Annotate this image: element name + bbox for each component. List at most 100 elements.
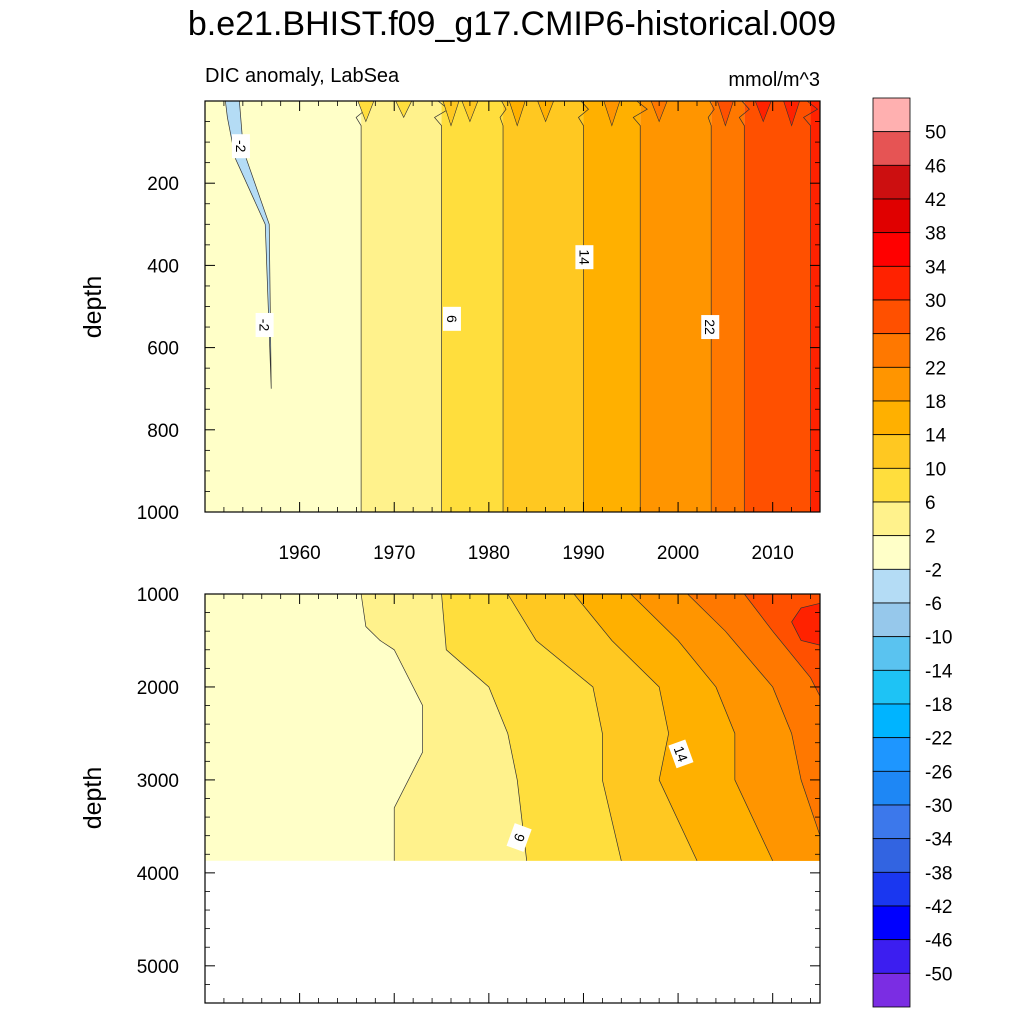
upper-band-14to18 bbox=[583, 101, 641, 512]
colorbar-swatch bbox=[872, 804, 911, 840]
colorbar-tick-label: -30 bbox=[925, 796, 952, 817]
upper-contour-label: 22 bbox=[701, 315, 720, 340]
upper-axis-ticks: 1960 1970 1980 1990 2000 2010 200 400 600 800 1000 bbox=[137, 101, 820, 564]
colorbar-swatch bbox=[872, 467, 911, 503]
subtitle-units: mmol/m^3 bbox=[728, 69, 820, 91]
upper-band-26to30 bbox=[744, 101, 811, 512]
upper-contour-lines bbox=[224, 100, 819, 512]
colorbar-swatch bbox=[872, 770, 911, 806]
colorbar-tick-label: 22 bbox=[925, 358, 946, 379]
lower-y-tick-label: 2000 bbox=[137, 678, 179, 699]
lower-contour-line bbox=[507, 593, 622, 861]
lower-y-tick-label: 1000 bbox=[137, 585, 179, 606]
upper-x-tick-label: 2000 bbox=[657, 543, 699, 564]
colorbar-swatch bbox=[872, 501, 911, 537]
colorbar-swatch bbox=[872, 232, 911, 267]
colorbar-tick-label: -26 bbox=[925, 762, 952, 783]
colorbar-tick-label: -14 bbox=[925, 661, 953, 682]
colorbar-swatch bbox=[872, 265, 911, 301]
lower-contour-line bbox=[360, 593, 423, 861]
upper-contour-label: -2 bbox=[255, 312, 274, 337]
upper-x-tick-label: 1980 bbox=[468, 543, 510, 564]
lower-contour-label: 6 bbox=[506, 823, 532, 852]
upper-y-tick-label: 800 bbox=[147, 421, 179, 442]
colorbar-swatch bbox=[872, 97, 911, 133]
lower-band-26-30 bbox=[744, 594, 820, 861]
upper-contour-label: 6 bbox=[442, 306, 461, 331]
colorbar-swatch bbox=[872, 939, 911, 974]
colorbar-tick-label: 2 bbox=[925, 527, 936, 548]
colorbar-swatch bbox=[872, 400, 911, 436]
colorbar-swatch bbox=[872, 164, 911, 200]
upper-contour-line bbox=[632, 100, 648, 512]
colorbar: 50 46 42 38 34 30 26 22 18 14 10 6 2 -2 -6 -10 -14 -18 -22… bbox=[872, 97, 953, 1008]
colorbar-swatch bbox=[872, 366, 911, 402]
lower-axis-ticks: 1000 2000 3000 4000 5000 bbox=[137, 585, 820, 1003]
colorbar-swatch bbox=[872, 871, 911, 907]
colorbar-swatch bbox=[872, 636, 911, 671]
colorbar-tick-label: -34 bbox=[925, 830, 953, 851]
lower-contour-line bbox=[687, 593, 821, 836]
upper-contour-label-text: 22 bbox=[702, 319, 718, 335]
colorbar-tick-label: -22 bbox=[925, 729, 952, 750]
upper-y-tick-label: 1000 bbox=[137, 503, 179, 524]
subtitle-variable-region: DIC anomaly, LabSea bbox=[205, 65, 400, 87]
colorbar-tick-label: 18 bbox=[925, 392, 946, 413]
upper-contour-labels: -2 -2 6 14 22 bbox=[231, 134, 720, 340]
upper-band-6to10 bbox=[441, 101, 504, 512]
colorbar-tick-label: -50 bbox=[925, 964, 952, 985]
upper-contour-label: -2 bbox=[231, 134, 250, 159]
lower-y-axis-label: depth bbox=[79, 767, 107, 830]
colorbar-tick-label: -38 bbox=[925, 863, 952, 884]
upper-contour-label-text: -2 bbox=[233, 140, 249, 153]
upper-contour-label-text: 6 bbox=[444, 315, 460, 323]
upper-y-tick-label: 600 bbox=[147, 339, 179, 360]
lower-contour-labels: 6 14 bbox=[506, 739, 694, 852]
colorbar-tick-label: -18 bbox=[925, 695, 952, 716]
upper-band-18to22 bbox=[640, 101, 712, 512]
colorbar-swatch bbox=[872, 434, 911, 469]
colorbar-swatch bbox=[872, 131, 911, 166]
upper-contour-line bbox=[738, 100, 750, 512]
lower-contour-fills bbox=[205, 594, 820, 861]
colorbar-tick-label: 46 bbox=[925, 156, 946, 177]
upper-y-tick-label: 200 bbox=[147, 174, 179, 195]
colorbar-tick-label: 14 bbox=[925, 426, 947, 447]
colorbar-swatch bbox=[872, 703, 911, 739]
colorbar-swatch bbox=[872, 838, 911, 873]
lower-contour-lines bbox=[360, 593, 821, 861]
colorbar-swatch bbox=[872, 905, 911, 941]
colorbar-swatch bbox=[872, 602, 911, 638]
upper-contour-label-text: 14 bbox=[576, 249, 592, 265]
upper-contour-line bbox=[803, 100, 819, 512]
lower-panel-depth-1000-5400: 6 14 1000 2000 3000 4000 5000 depth bbox=[79, 585, 821, 1004]
upper-y-tick-label: 400 bbox=[147, 256, 179, 277]
upper-band-2to6 bbox=[361, 101, 442, 512]
colorbar-tick-label: -46 bbox=[925, 931, 952, 952]
upper-x-tick-label: 1960 bbox=[278, 543, 320, 564]
upper-contour-line bbox=[707, 100, 715, 512]
colorbar-swatch bbox=[872, 568, 911, 604]
lower-y-tick-label: 5000 bbox=[137, 957, 179, 978]
upper-x-tick-label: 1970 bbox=[373, 543, 415, 564]
colorbar-tick-label: 34 bbox=[925, 257, 947, 278]
colorbar-tick-label: -6 bbox=[925, 594, 942, 615]
colorbar-swatch bbox=[872, 333, 911, 368]
lower-contour-label-text: 14 bbox=[671, 744, 691, 764]
colorbar-swatch bbox=[872, 535, 911, 570]
colorbar-swatch bbox=[872, 198, 911, 234]
lower-contour-line bbox=[630, 593, 774, 861]
figure-title: b.e21.BHIST.f09_g17.CMIP6-historical.009 bbox=[188, 5, 836, 43]
colorbar-tick-label: 10 bbox=[925, 459, 946, 480]
upper-contour-fills bbox=[205, 101, 820, 512]
colorbar-swatch bbox=[872, 737, 911, 772]
colorbar-tick-label: -42 bbox=[925, 897, 952, 918]
colorbar-tick-label: 50 bbox=[925, 123, 946, 144]
upper-panel-depth-0-1000: -2 -2 6 14 22 1960 1970 1980 1990 2000 2010 200 400… bbox=[79, 100, 821, 564]
upper-negative-plume bbox=[224, 100, 272, 389]
lower-contour-label: 14 bbox=[668, 739, 694, 769]
upper-y-axis-label: depth bbox=[79, 276, 107, 339]
colorbar-tick-label: 26 bbox=[925, 325, 946, 346]
upper-x-tick-label: 1990 bbox=[562, 543, 604, 564]
